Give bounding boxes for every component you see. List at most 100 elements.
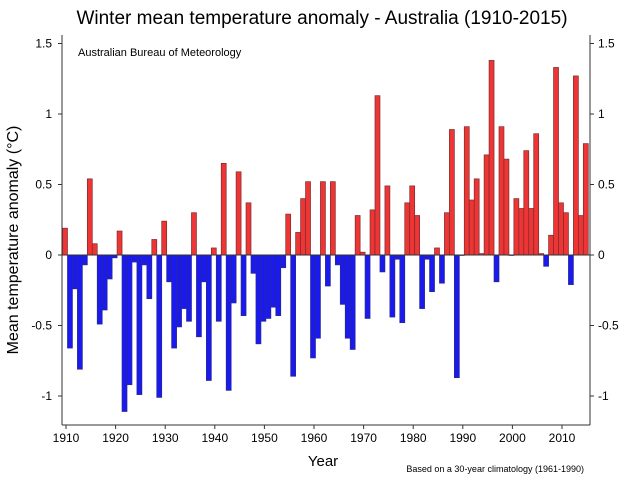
bar-1946 bbox=[240, 254, 247, 316]
bar-1949 bbox=[255, 254, 262, 345]
bar-1962 bbox=[320, 181, 326, 256]
bar-1943 bbox=[225, 254, 232, 391]
bar-1991 bbox=[463, 126, 470, 256]
bar-1916 bbox=[91, 243, 98, 256]
bar-1988 bbox=[449, 129, 455, 256]
bar-1938 bbox=[201, 254, 207, 283]
y-tick-label-left: 1 bbox=[45, 107, 52, 121]
bar-1934 bbox=[181, 254, 187, 309]
bar-1978 bbox=[399, 254, 406, 324]
y-tick-label-right: -1 bbox=[598, 389, 609, 403]
bar-2010 bbox=[558, 202, 564, 256]
bar-1928 bbox=[151, 239, 158, 256]
bar-1936 bbox=[191, 212, 197, 256]
bar-1926 bbox=[141, 254, 148, 266]
bar-1993 bbox=[473, 178, 480, 256]
chart-title: Winter mean temperature anomaly - Austra… bbox=[76, 8, 567, 29]
y-tick-label-left: -1 bbox=[41, 389, 52, 403]
x-tick-label: 1990 bbox=[449, 431, 476, 445]
bar-1921 bbox=[116, 230, 123, 256]
bar-1942 bbox=[220, 163, 227, 256]
bar-1914 bbox=[82, 254, 88, 266]
bar-1935 bbox=[186, 254, 192, 322]
bar-2004 bbox=[528, 208, 535, 256]
bar-1980 bbox=[409, 185, 416, 256]
y-tick-label-right: 0.5 bbox=[598, 178, 615, 192]
y-tick-label-right: 1.5 bbox=[598, 37, 615, 51]
bar-1998 bbox=[498, 126, 505, 256]
bar-1931 bbox=[166, 254, 172, 283]
source-note: Australian Bureau of Meteorology bbox=[78, 47, 242, 59]
bar-1947 bbox=[245, 202, 252, 256]
bar-1953 bbox=[275, 254, 282, 316]
bar-1983 bbox=[424, 254, 430, 260]
bar-1961 bbox=[315, 254, 321, 339]
y-tick-label-left: 1.5 bbox=[35, 37, 52, 51]
bar-1984 bbox=[429, 254, 435, 293]
bar-2013 bbox=[573, 75, 579, 256]
bar-2012 bbox=[568, 254, 574, 285]
bar-2001 bbox=[513, 198, 520, 256]
bar-1927 bbox=[146, 254, 153, 300]
bar-1939 bbox=[206, 254, 212, 381]
bar-1919 bbox=[106, 254, 113, 280]
bar-1917 bbox=[96, 254, 103, 325]
bar-1932 bbox=[171, 254, 177, 349]
bar-1963 bbox=[325, 254, 331, 287]
bar-1933 bbox=[176, 254, 182, 328]
bar-1968 bbox=[349, 254, 356, 350]
x-tick-label: 1910 bbox=[53, 431, 80, 445]
x-tick-label: 1920 bbox=[102, 431, 129, 445]
bar-1937 bbox=[196, 254, 202, 338]
x-tick-label: 1970 bbox=[350, 431, 377, 445]
x-tick-label: 1940 bbox=[201, 431, 228, 445]
x-tick-label: 1950 bbox=[251, 431, 278, 445]
bar-1951 bbox=[265, 254, 272, 319]
bar-1996 bbox=[488, 60, 495, 256]
bar-1955 bbox=[285, 213, 292, 256]
x-tick-label: 2010 bbox=[549, 431, 576, 445]
bar-1979 bbox=[404, 202, 411, 256]
bar-1982 bbox=[419, 254, 425, 309]
x-tick-label: 1980 bbox=[400, 431, 427, 445]
bar-2009 bbox=[553, 67, 559, 256]
bar-1958 bbox=[300, 198, 306, 256]
bar-1977 bbox=[394, 254, 401, 260]
bar-1918 bbox=[101, 254, 108, 311]
x-tick-label: 2000 bbox=[499, 431, 526, 445]
x-tick-label: 1930 bbox=[152, 431, 179, 445]
bar-2014 bbox=[578, 215, 584, 256]
bar-1965 bbox=[334, 254, 341, 266]
bar-1941 bbox=[215, 254, 222, 322]
bar-1954 bbox=[280, 254, 287, 269]
bar-1930 bbox=[161, 220, 168, 256]
bar-1944 bbox=[230, 254, 237, 304]
y-tick-label-left: 0.5 bbox=[35, 178, 52, 192]
bar-1992 bbox=[468, 199, 475, 256]
y-tick-label-right: 0 bbox=[598, 248, 605, 262]
bar-1999 bbox=[503, 158, 510, 256]
bar-2005 bbox=[533, 133, 540, 256]
bar-1973 bbox=[374, 95, 381, 256]
bar-2003 bbox=[523, 150, 530, 256]
bar-1964 bbox=[330, 181, 336, 256]
y-tick-label-right: 1 bbox=[598, 107, 605, 121]
bar-1971 bbox=[364, 254, 371, 319]
bar-1987 bbox=[444, 212, 450, 256]
bar-1974 bbox=[379, 254, 386, 273]
bar-1969 bbox=[354, 215, 361, 256]
bar-1960 bbox=[310, 254, 316, 359]
bar-1997 bbox=[493, 254, 500, 283]
bar-2015 bbox=[582, 143, 589, 256]
bar-1922 bbox=[121, 254, 128, 412]
bar-1952 bbox=[270, 254, 277, 308]
bar-2008 bbox=[548, 234, 554, 256]
bar-1995 bbox=[483, 154, 490, 256]
bar-1967 bbox=[344, 254, 351, 339]
bar-1975 bbox=[384, 185, 391, 256]
bar-1956 bbox=[290, 254, 296, 377]
bar-2002 bbox=[518, 208, 525, 256]
bar-1911 bbox=[67, 254, 73, 349]
bar-1985 bbox=[434, 247, 440, 256]
